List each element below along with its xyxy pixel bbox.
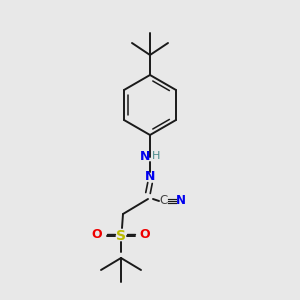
Text: H: H — [152, 151, 160, 161]
Text: N: N — [140, 151, 150, 164]
Text: N: N — [145, 170, 155, 184]
Text: N: N — [176, 194, 186, 208]
Text: S: S — [116, 229, 126, 243]
Text: C: C — [160, 194, 168, 208]
Text: O: O — [92, 229, 102, 242]
Text: O: O — [140, 229, 150, 242]
